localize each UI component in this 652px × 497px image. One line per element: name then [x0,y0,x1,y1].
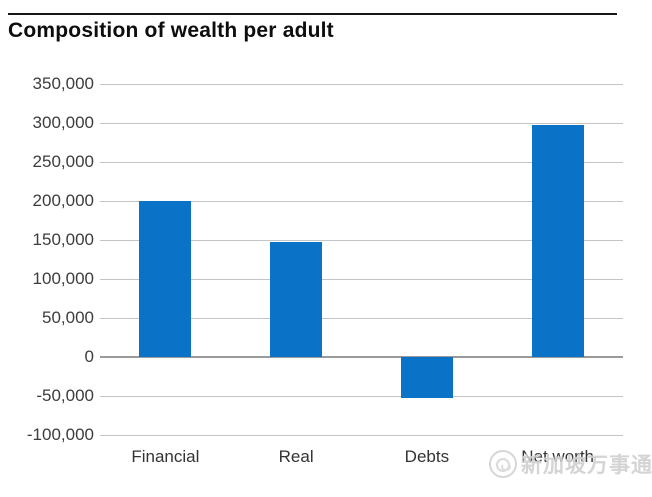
watermark-text: 新加坡万事通 [521,454,652,477]
bar-real [270,241,323,357]
gridline [100,395,623,397]
y-tick-label: 250,000 [32,152,94,171]
gridline [100,200,623,202]
gridline [100,239,623,241]
y-tick-label: 300,000 [32,113,94,132]
gridline [100,83,623,85]
gridline [100,122,623,124]
gridline [100,278,623,280]
y-tick-label: 0 [84,347,94,366]
y-tick-label: 200,000 [32,191,94,210]
x-category-label: Real [278,447,314,466]
x-category-label: Financial [131,447,200,466]
chart-title: Composition of wealth per adult [8,19,334,42]
zero-gridline [100,356,623,358]
plot-area: 350,000 300,000 250,000 200,000 150,000 100,0… [27,74,623,466]
title-rule [8,13,617,15]
bar-debts [400,357,453,399]
gridline [100,434,623,436]
y-tick-label: 350,000 [32,74,94,93]
y-tick-label: 100,000 [32,269,94,288]
watermark: 新加坡万事通 [489,449,652,479]
y-tick-label: 50,000 [42,308,94,327]
y-tick-label: 150,000 [32,230,94,249]
bar-financial [139,201,192,357]
y-tick-label: -50,000 [36,386,94,405]
gridline [100,317,623,319]
gridline [100,161,623,163]
x-category-label: Net worth [521,447,594,466]
y-tick-label: -100,000 [26,425,94,444]
watermark-mascot-icon [489,450,517,478]
bar-net-worth [531,125,584,357]
x-category-label: Debts [404,447,450,466]
